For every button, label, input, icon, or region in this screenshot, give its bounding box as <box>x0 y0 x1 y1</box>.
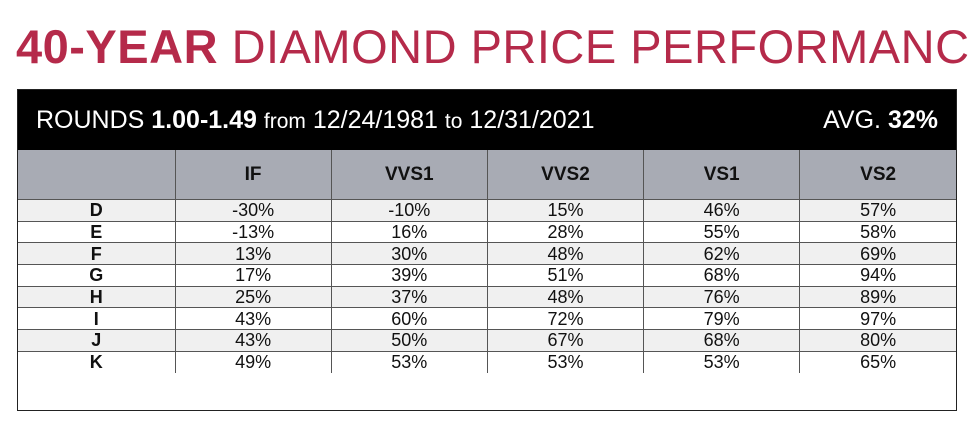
table-cell: 97% <box>799 307 956 331</box>
header-row: IF VVS1 VVS2 VS1 VS2 <box>18 150 956 200</box>
table-cell: 68% <box>643 264 801 287</box>
table-cell: 65% <box>799 351 956 373</box>
title-bold: 40-YEAR <box>16 20 219 73</box>
table-cell: 46% <box>643 199 801 222</box>
table-cell: 49% <box>174 351 332 373</box>
table-row: D -30% -10% 15% 46% 57% <box>18 199 956 222</box>
table-cell: 43% <box>174 329 332 352</box>
table-cell: 13% <box>174 242 332 266</box>
table-row: J 43% 50% 67% 68% 80% <box>18 329 956 352</box>
table-cell: 17% <box>174 264 332 287</box>
table-cell: 53% <box>486 351 645 373</box>
table-cell: 62% <box>643 242 801 266</box>
price-table-frame: ROUNDS 1.00-1.49 from 12/24/1981 to 12/3… <box>17 89 957 411</box>
table-cell: 55% <box>643 221 801 244</box>
row-label: D <box>18 199 176 222</box>
table-cell: 53% <box>643 351 801 373</box>
table-cell: 51% <box>486 264 645 287</box>
price-table: IF VVS1 VVS2 VS1 VS2 D -30% -10% 15% 46% 57% E -13%… <box>18 150 956 373</box>
table-row: K 49% 53% 53% 53% 65% <box>18 351 956 373</box>
table-cell: 76% <box>643 286 801 309</box>
row-label: I <box>18 307 176 331</box>
banner-start-date: 12/24/1981 <box>312 105 438 134</box>
banner-end-date: 12/31/2021 <box>469 105 595 134</box>
column-header: VVS2 <box>486 150 645 200</box>
banner-from: from <box>263 109 306 133</box>
table-cell: 94% <box>799 264 956 287</box>
table-cell: 39% <box>330 264 488 287</box>
banner-left: ROUNDS 1.00-1.49 from 12/24/1981 to 12/3… <box>36 106 595 135</box>
table-cell: 68% <box>643 329 801 352</box>
banner-carat: 1.00-1.49 <box>151 105 257 134</box>
table-cell: 79% <box>643 307 801 331</box>
row-label: F <box>18 242 176 266</box>
column-header: VS1 <box>643 150 801 200</box>
table-cell: 67% <box>486 329 645 352</box>
table-cell: -10% <box>330 199 488 222</box>
table-cell: 69% <box>799 242 956 266</box>
table-cell: 72% <box>486 307 645 331</box>
table-banner: ROUNDS 1.00-1.49 from 12/24/1981 to 12/3… <box>18 90 956 150</box>
row-label: E <box>18 221 176 244</box>
table-row: F 13% 30% 48% 62% 69% <box>18 242 956 266</box>
table-cell: 89% <box>799 286 956 309</box>
banner-right: AVG. 32% <box>823 106 938 135</box>
column-header: VVS1 <box>330 150 488 200</box>
page-title: 40-YEAR DIAMOND PRICE PERFORMANCE <box>16 16 972 78</box>
table-cell: 30% <box>330 242 488 266</box>
table-cell: 80% <box>799 329 956 352</box>
table-cell: 48% <box>486 286 645 309</box>
table-cell: 15% <box>486 199 645 222</box>
banner-to: to <box>444 109 463 133</box>
column-header: VS2 <box>799 150 956 200</box>
row-label: K <box>18 351 176 373</box>
table-cell: 28% <box>486 221 645 244</box>
table-cell: 60% <box>330 307 488 331</box>
table-cell: 50% <box>330 329 488 352</box>
table-cell: -30% <box>174 199 332 222</box>
table-row: I 43% 60% 72% 79% 97% <box>18 307 956 331</box>
table-row: G 17% 39% 51% 68% 94% <box>18 264 956 287</box>
row-label: G <box>18 264 176 287</box>
column-header: IF <box>174 150 332 200</box>
table-cell: 16% <box>330 221 488 244</box>
table-cell: 25% <box>174 286 332 309</box>
table-row: E -13% 16% 28% 55% 58% <box>18 221 956 244</box>
banner-prefix: ROUNDS <box>36 105 145 134</box>
title-rest: DIAMOND PRICE PERFORMANCE <box>231 20 972 73</box>
row-label: H <box>18 286 176 309</box>
table-cell: -13% <box>174 221 332 244</box>
table-cell: 37% <box>330 286 488 309</box>
table-row: H 25% 37% 48% 76% 89% <box>18 286 956 309</box>
table-cell: 58% <box>799 221 956 244</box>
table-body: D -30% -10% 15% 46% 57% E -13% 16% 28% 55% 58% F 13% 3… <box>18 199 956 373</box>
row-label: J <box>18 329 176 352</box>
table-cell: 53% <box>330 351 488 373</box>
table-cell: 48% <box>486 242 645 266</box>
table-cell: 57% <box>799 199 956 222</box>
table-cell: 43% <box>174 307 332 331</box>
banner-avg-value: 32% <box>887 105 938 134</box>
header-corner <box>18 150 176 200</box>
banner-avg-label: AVG. <box>823 105 881 134</box>
